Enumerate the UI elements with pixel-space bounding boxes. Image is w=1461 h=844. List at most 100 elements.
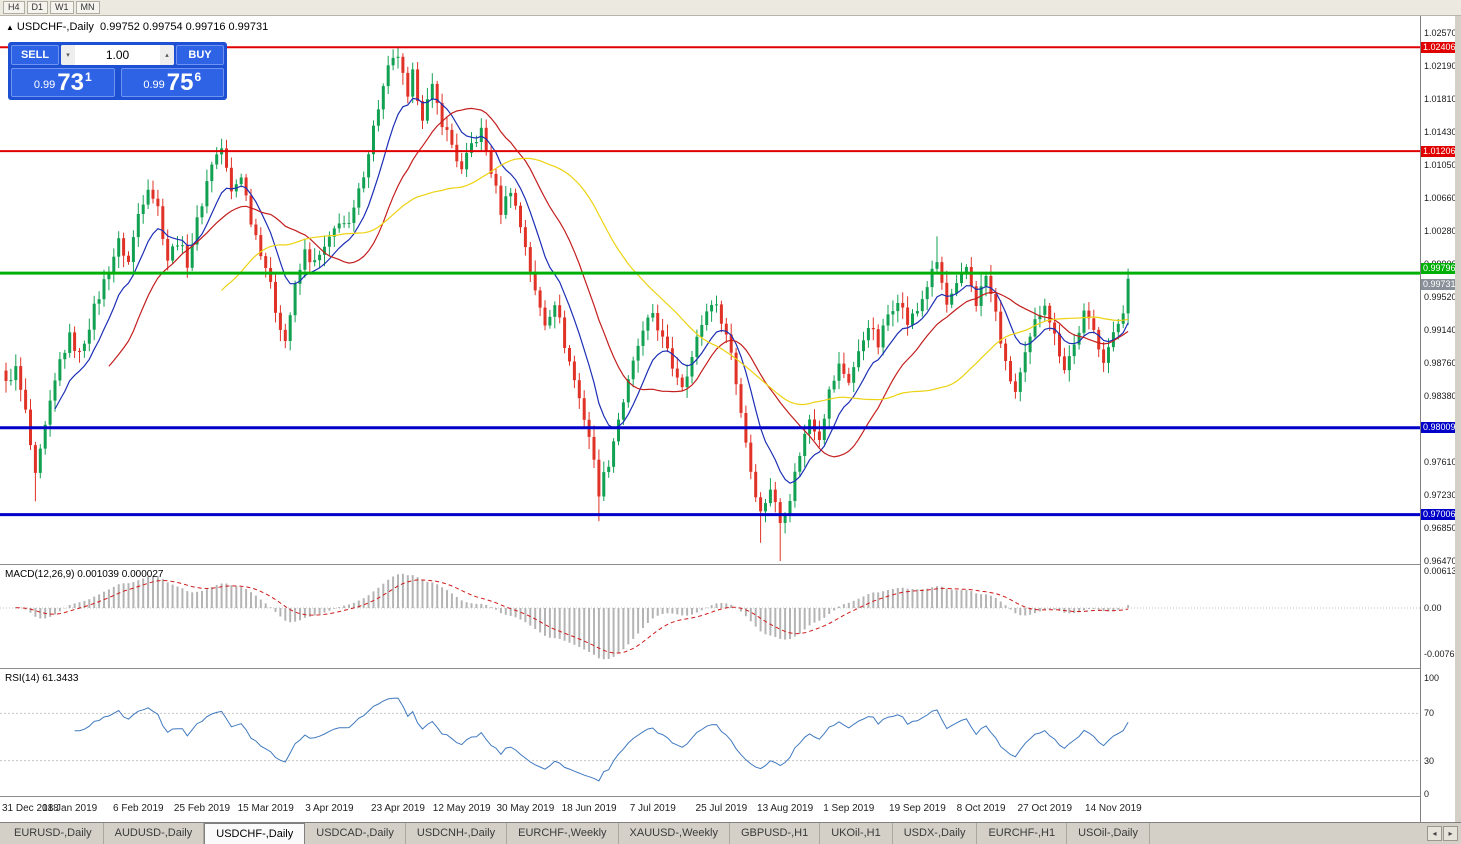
price-panel[interactable]: ▲ USDCHF-,Daily 0.99752 0.99754 0.99716 0… bbox=[0, 16, 1420, 564]
chart-area: ▲ USDCHF-,Daily 0.99752 0.99754 0.99716 0… bbox=[0, 16, 1461, 822]
panel-separator[interactable] bbox=[0, 564, 1455, 565]
macd-chart[interactable] bbox=[0, 566, 1420, 668]
rsi-panel[interactable]: RSI(14) 61.3433 bbox=[0, 670, 1420, 796]
panel-separator[interactable] bbox=[0, 668, 1455, 669]
rsi-chart[interactable] bbox=[0, 670, 1420, 796]
rsi-label: RSI(14) 61.3433 bbox=[5, 673, 79, 684]
macd-tick: 0.00613 bbox=[1424, 566, 1457, 576]
date-label: 8 Oct 2019 bbox=[956, 803, 1006, 814]
panel-separator bbox=[0, 796, 1455, 797]
buy-price-display[interactable]: 0.99 75 6 bbox=[120, 68, 224, 97]
buy-price-prefix: 0.99 bbox=[143, 79, 165, 91]
rsi-tick: 30 bbox=[1424, 755, 1435, 766]
collapse-panel-icon[interactable]: ▲ bbox=[6, 23, 14, 32]
price-badge: 1.02406 bbox=[1421, 41, 1456, 53]
volume-input[interactable] bbox=[75, 45, 160, 65]
chart-tab-eurusd-daily[interactable]: EURUSD-,Daily bbox=[3, 823, 104, 844]
chart-tab-usdchf-daily[interactable]: USDCHF-,Daily bbox=[204, 823, 306, 844]
date-label: 25 Jul 2019 bbox=[695, 803, 748, 814]
timeframe-w1-button[interactable]: W1 bbox=[50, 1, 74, 14]
price-tick: 1.00660 bbox=[1424, 193, 1457, 204]
date-label: 31 Dec 2018 bbox=[2, 803, 59, 814]
date-label: 18 Jan 2019 bbox=[42, 803, 98, 814]
sell-price-prefix: 0.99 bbox=[33, 79, 56, 91]
volume-stepper: ▾ ▴ bbox=[61, 45, 174, 65]
chart-tab-usoil-daily[interactable]: USOil-,Daily bbox=[1067, 823, 1150, 844]
price-badge: 0.98009 bbox=[1421, 422, 1456, 434]
chart-tab-gbpusd-h1[interactable]: GBPUSD-,H1 bbox=[730, 823, 821, 844]
date-label: 18 Jun 2019 bbox=[561, 803, 617, 814]
chart-title: ▲ USDCHF-,Daily 0.99752 0.99754 0.99716 0… bbox=[6, 21, 268, 33]
date-label: 1 Sep 2019 bbox=[823, 803, 875, 814]
timeframe-mn-button[interactable]: MN bbox=[75, 1, 100, 14]
price-badge: 1.01206 bbox=[1421, 145, 1456, 157]
timeframe-toolbar: H4 D1 W1 MN bbox=[0, 0, 1461, 16]
macd-panel[interactable]: MACD(12,26,9) 0.001039 0.000027 bbox=[0, 566, 1420, 668]
price-tick: 1.00280 bbox=[1424, 226, 1457, 237]
price-tick: 1.02570 bbox=[1424, 28, 1457, 38]
sell-price-pip: 1 bbox=[84, 70, 92, 84]
chart-tab-eurchf-h1[interactable]: EURCHF-,H1 bbox=[977, 823, 1068, 844]
date-axis[interactable]: 31 Dec 2018 18 Jan 2019 6 Feb 2019 25 Feb 2… bbox=[0, 798, 1420, 822]
chart-tab-ukoil-h1[interactable]: UKOil-,H1 bbox=[820, 823, 893, 844]
price-tick: 0.97230 bbox=[1424, 490, 1457, 501]
price-tick: 0.96470 bbox=[1424, 556, 1457, 566]
price-tick: 1.01050 bbox=[1424, 159, 1457, 170]
tab-scroll-right-button[interactable]: ▸ bbox=[1443, 826, 1458, 841]
chart-tab-audusd-daily[interactable]: AUDUSD-,Daily bbox=[104, 823, 205, 844]
price-tick: 1.02190 bbox=[1424, 60, 1457, 71]
price-tick: 1.01430 bbox=[1424, 126, 1457, 137]
price-tick: 0.98380 bbox=[1424, 390, 1457, 401]
chart-tab-usdx-daily[interactable]: USDX-,Daily bbox=[893, 823, 978, 844]
price-axis[interactable]: 1.02570 1.02190 1.01810 1.01430 1.01050 1.006… bbox=[1420, 16, 1461, 822]
date-label: 27 Oct 2019 bbox=[1017, 803, 1073, 814]
buy-button[interactable]: BUY bbox=[176, 45, 224, 65]
price-tick: 0.99140 bbox=[1424, 324, 1457, 335]
vertical-scrollbar[interactable] bbox=[1455, 16, 1461, 822]
ohlc-readout: 0.99752 0.99754 0.99716 0.99731 bbox=[100, 21, 269, 33]
timeframe-d1-button[interactable]: D1 bbox=[26, 1, 49, 14]
date-label: 19 Sep 2019 bbox=[889, 803, 946, 814]
date-label: 12 May 2019 bbox=[432, 803, 491, 814]
rsi-tick: 100 bbox=[1424, 673, 1440, 683]
sell-button[interactable]: SELL bbox=[11, 45, 59, 65]
date-label: 30 May 2019 bbox=[496, 803, 555, 814]
macd-tick: -0.007612 bbox=[1424, 649, 1461, 659]
tab-scroll-left-button[interactable]: ◂ bbox=[1427, 826, 1442, 841]
rsi-tick: 0 bbox=[1424, 789, 1430, 799]
price-badge: 0.99796 bbox=[1421, 262, 1456, 274]
timeframe-h4-button[interactable]: H4 bbox=[3, 1, 25, 14]
chart-tab-bar: EURUSD-,Daily AUDUSD-,Daily USDCHF-,Daily U… bbox=[0, 822, 1461, 844]
chart-tab-usdcad-daily[interactable]: USDCAD-,Daily bbox=[305, 823, 406, 844]
price-tick: 0.98760 bbox=[1424, 357, 1457, 368]
volume-increase-icon[interactable]: ▴ bbox=[160, 45, 174, 65]
price-badge: 0.99731 bbox=[1421, 279, 1456, 291]
chart-tab-eurchf-weekly[interactable]: EURCHF-,Weekly bbox=[507, 823, 619, 844]
chart-tab-xauusd-weekly[interactable]: XAUUSD-,Weekly bbox=[619, 823, 730, 844]
buy-price-pip: 6 bbox=[194, 70, 202, 84]
chart-tab-usdcnh-daily[interactable]: USDCNH-,Daily bbox=[406, 823, 508, 844]
candlestick-chart[interactable] bbox=[0, 16, 1420, 564]
sell-price-display[interactable]: 0.99 73 1 bbox=[11, 68, 115, 97]
macd-label: MACD(12,26,9) 0.001039 0.000027 bbox=[5, 569, 164, 580]
date-label: 7 Jul 2019 bbox=[629, 803, 676, 814]
price-tick: 0.99520 bbox=[1424, 292, 1457, 302]
symbol-title: USDCHF-,Daily bbox=[16, 21, 94, 33]
price-tick: 0.97610 bbox=[1424, 457, 1457, 468]
buy-price-big: 75 bbox=[166, 69, 194, 96]
volume-decrease-icon[interactable]: ▾ bbox=[61, 45, 75, 65]
date-label: 14 Nov 2019 bbox=[1085, 803, 1142, 814]
date-label: 25 Feb 2019 bbox=[173, 803, 231, 814]
price-badge: 0.97006 bbox=[1421, 509, 1456, 521]
price-tick: 1.01810 bbox=[1424, 93, 1457, 104]
macd-tick: 0.00 bbox=[1424, 603, 1442, 613]
date-label: 3 Apr 2019 bbox=[305, 803, 354, 814]
date-label: 13 Aug 2019 bbox=[757, 803, 814, 814]
date-label: 6 Feb 2019 bbox=[112, 803, 164, 814]
price-tick: 0.96850 bbox=[1424, 523, 1457, 534]
rsi-tick: 70 bbox=[1424, 708, 1435, 719]
date-label: 23 Apr 2019 bbox=[371, 803, 425, 814]
sell-price-big: 73 bbox=[57, 69, 84, 96]
